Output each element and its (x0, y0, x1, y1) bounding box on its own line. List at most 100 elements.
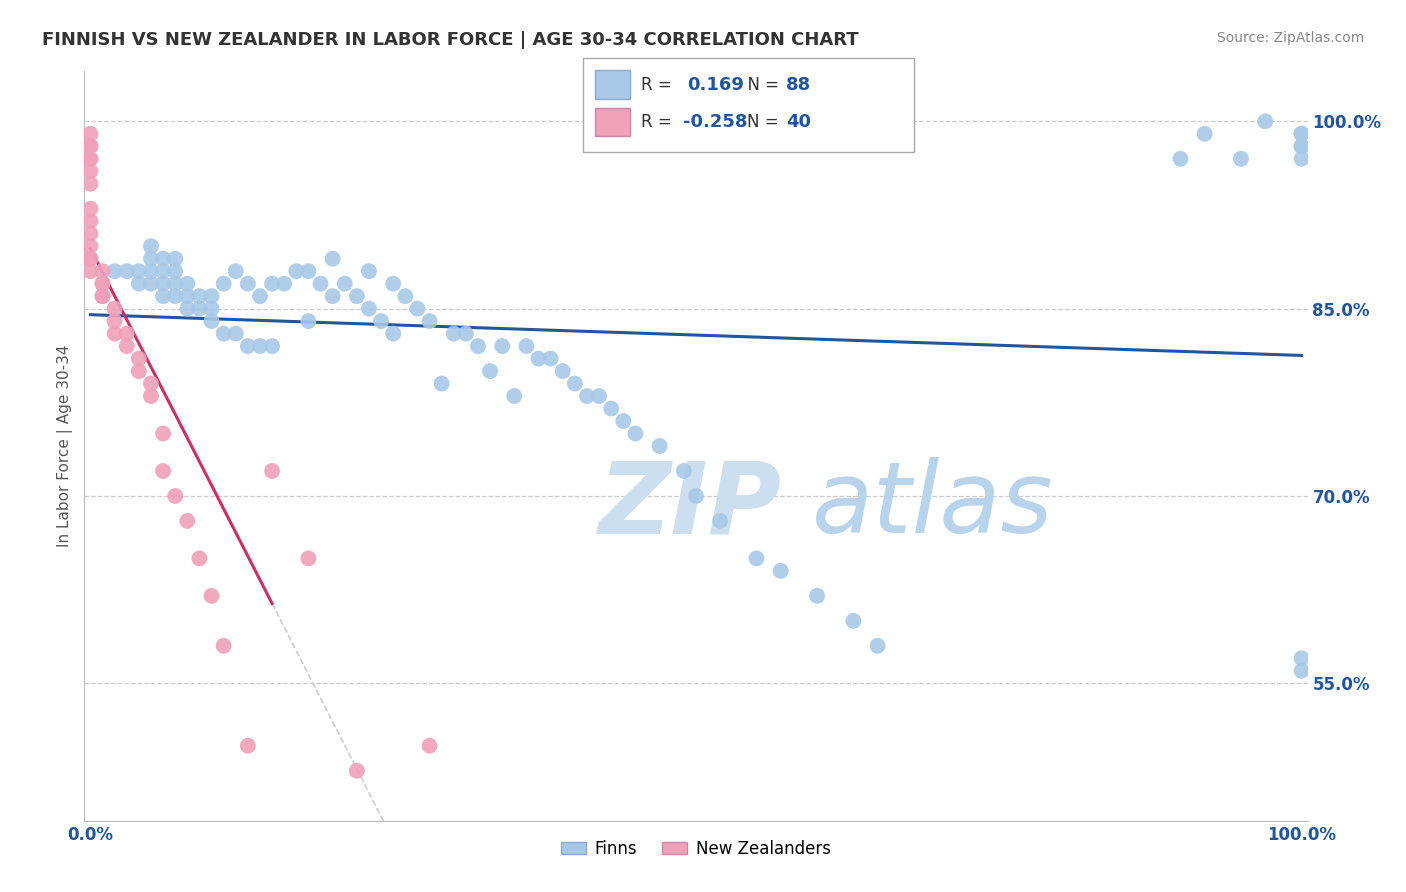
Point (418, 739, 440, 753)
Point (188, 551, 211, 566)
Point (165, 277, 187, 291)
Point (430, 376, 453, 391)
Text: Source: ZipAtlas.com: Source: ZipAtlas.com (1216, 31, 1364, 45)
Point (1291, 139, 1313, 153)
Point (285, 264, 308, 278)
Point (79, 239, 101, 253)
Point (104, 314, 127, 328)
Point (200, 301, 222, 316)
Point (139, 376, 162, 391)
Point (236, 739, 259, 753)
Text: atlas: atlas (813, 458, 1054, 555)
Text: ZIP: ZIP (598, 458, 782, 555)
Point (188, 301, 211, 316)
Point (322, 289, 344, 303)
Point (346, 764, 368, 778)
Point (104, 301, 127, 316)
Text: R =: R = (641, 113, 678, 131)
Point (200, 589, 222, 603)
Point (866, 639, 889, 653)
Text: N =: N = (737, 76, 785, 94)
Point (1291, 152, 1313, 166)
Point (479, 364, 502, 378)
Point (176, 514, 198, 528)
Point (176, 289, 198, 303)
Point (333, 277, 356, 291)
Point (249, 289, 271, 303)
Legend: Finns, New Zealanders: Finns, New Zealanders (554, 833, 838, 864)
Point (588, 389, 610, 403)
Point (564, 376, 586, 391)
Text: FINNISH VS NEW ZEALANDER IN LABOR FORCE | AGE 30-34 CORRELATION CHART: FINNISH VS NEW ZEALANDER IN LABOR FORCE … (42, 31, 859, 49)
Point (672, 464, 695, 478)
Point (91, 264, 114, 278)
Point (612, 414, 634, 428)
Point (79, 177, 101, 191)
Point (370, 314, 392, 328)
Point (188, 289, 211, 303)
Point (79, 214, 101, 228)
Point (152, 277, 174, 291)
Point (139, 277, 162, 291)
Point (382, 277, 405, 291)
Point (322, 252, 344, 266)
Point (382, 326, 405, 341)
Point (406, 301, 429, 316)
Point (152, 289, 174, 303)
Point (1230, 152, 1253, 166)
Point (91, 277, 114, 291)
Point (418, 314, 440, 328)
Point (91, 289, 114, 303)
Point (685, 489, 707, 503)
Point (128, 277, 150, 291)
Point (1170, 152, 1192, 166)
Point (176, 277, 198, 291)
Text: R =: R = (641, 76, 682, 94)
Point (212, 326, 235, 341)
Point (297, 314, 319, 328)
Point (297, 264, 319, 278)
Point (491, 339, 513, 353)
Point (503, 389, 526, 403)
Point (357, 264, 380, 278)
Point (236, 339, 259, 353)
Point (79, 264, 101, 278)
Point (551, 364, 574, 378)
Point (454, 326, 477, 341)
Point (165, 489, 187, 503)
Point (115, 339, 138, 353)
Point (91, 277, 114, 291)
Point (200, 314, 222, 328)
Point (104, 326, 127, 341)
Point (79, 252, 101, 266)
Point (236, 277, 259, 291)
Point (1291, 127, 1313, 141)
Point (527, 351, 550, 366)
Point (1194, 127, 1216, 141)
Point (309, 277, 332, 291)
Point (212, 277, 235, 291)
Point (624, 426, 647, 441)
Text: N =: N = (747, 113, 783, 131)
Point (139, 264, 162, 278)
Point (709, 514, 731, 528)
Text: 40: 40 (786, 113, 811, 131)
Point (357, 301, 380, 316)
Point (128, 364, 150, 378)
Point (115, 326, 138, 341)
Point (79, 252, 101, 266)
Point (139, 239, 162, 253)
Point (165, 252, 187, 266)
Point (225, 264, 247, 278)
Point (115, 264, 138, 278)
Point (139, 252, 162, 266)
Point (842, 614, 865, 628)
Point (1291, 139, 1313, 153)
Point (152, 264, 174, 278)
Point (1291, 127, 1313, 141)
Point (79, 127, 101, 141)
Point (1291, 664, 1313, 678)
Point (79, 227, 101, 241)
Point (540, 351, 562, 366)
Text: 0.169: 0.169 (688, 76, 744, 94)
